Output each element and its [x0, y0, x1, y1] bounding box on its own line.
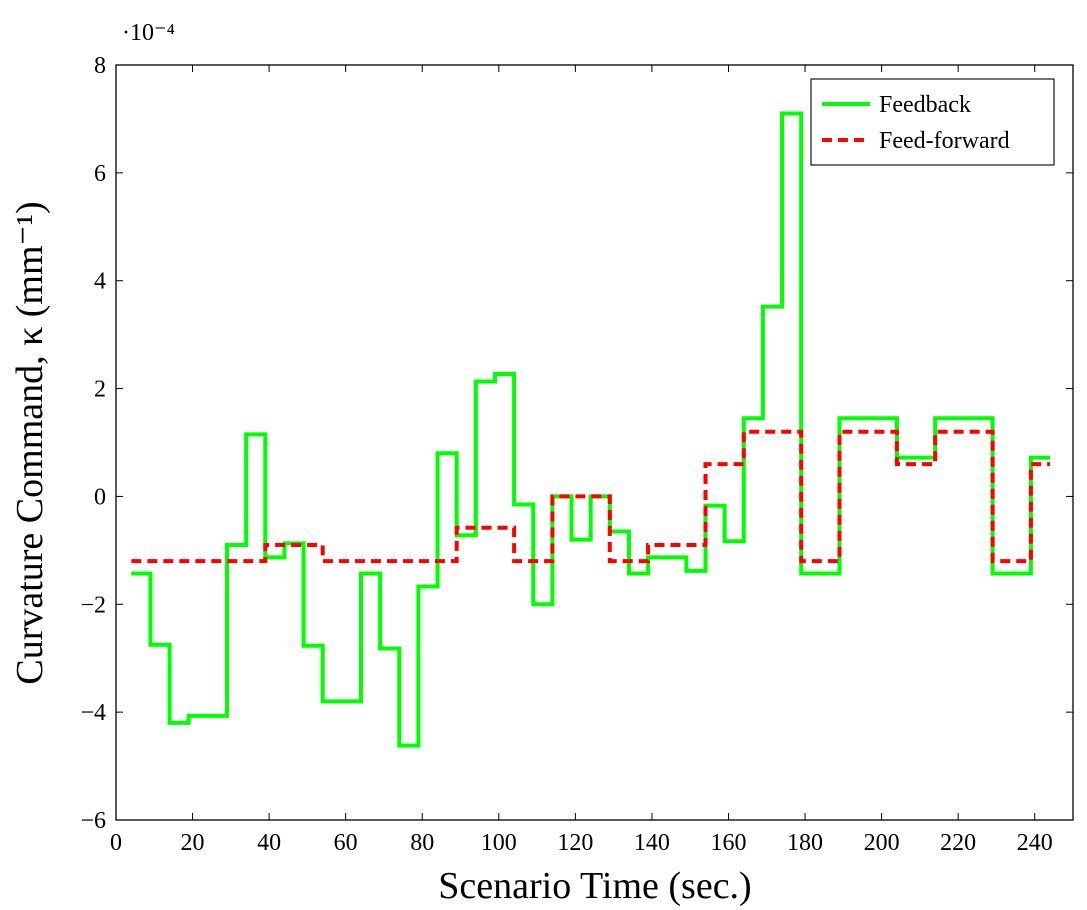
- y-tick-label: 8: [94, 53, 106, 79]
- legend-box: [810, 78, 1055, 166]
- x-tick-label: 200: [864, 830, 900, 856]
- x-tick-label: 120: [557, 830, 593, 856]
- x-tick-label: 160: [710, 830, 746, 856]
- y-multiplier-label: ·10⁻⁴: [122, 20, 175, 46]
- legend-label-feed-forward: Feed-forward: [879, 128, 1010, 154]
- tick-labels-layer: 0 20 40 60 80 100 120 140 160 180 200 220 240 −6 −4 −2 0…: [80, 53, 1052, 856]
- series-line-feedback: [131, 111, 1051, 748]
- y-tick-label: −4: [80, 700, 106, 726]
- y-tick-label: 6: [94, 161, 106, 187]
- y-tick-label: 2: [94, 377, 106, 403]
- x-tick-label: 100: [481, 830, 517, 856]
- x-tick-label: 80: [410, 830, 434, 856]
- x-tick-label: 0: [110, 830, 122, 856]
- series-layer: [131, 111, 1051, 748]
- x-tick-label: 180: [787, 830, 823, 856]
- x-tick-label: 140: [634, 830, 670, 856]
- y-tick-label: −2: [80, 592, 106, 618]
- x-tick-label: 60: [334, 830, 358, 856]
- y-tick-label: 4: [94, 269, 106, 295]
- x-tick-label: 220: [940, 830, 976, 856]
- y-axis-label: Curvature Command, κ (mm⁻¹): [9, 201, 51, 684]
- series-line-feed-forward: [131, 429, 1051, 564]
- legend-label-feedback: Feedback: [879, 92, 971, 118]
- ticks-layer: [115, 64, 1073, 821]
- x-tick-label: 20: [181, 830, 205, 856]
- x-axis-label: Scenario Time (sec.): [438, 865, 751, 907]
- y-tick-label: 0: [94, 484, 106, 510]
- y-tick-label: −6: [80, 808, 106, 834]
- x-tick-label: 40: [257, 830, 281, 856]
- plot-frame: [115, 64, 1074, 821]
- legend: Feedback Feed-forward: [810, 78, 1055, 166]
- x-tick-label: 240: [1017, 830, 1053, 856]
